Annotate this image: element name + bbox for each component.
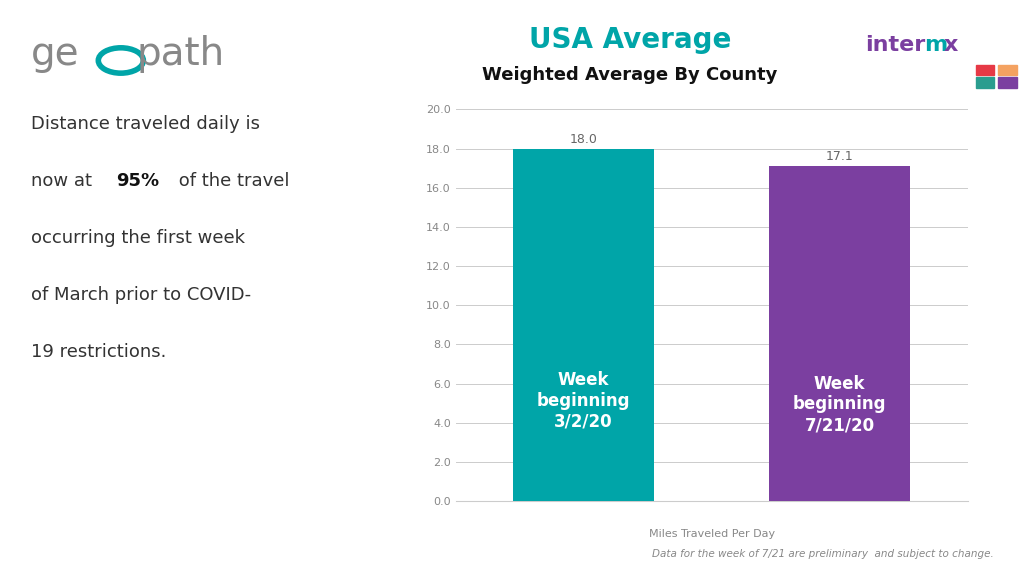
Bar [513,149,654,501]
Text: of the travel: of the travel [173,172,289,190]
Text: x: x [944,35,958,55]
Bar [769,166,910,501]
Text: Weighted Average By County: Weighted Average By County [482,66,777,84]
Text: m: m [924,35,947,55]
Text: now at: now at [31,172,97,190]
Text: 19 restrictions.: 19 restrictions. [31,343,166,361]
Text: Week
beginning
7/21/20: Week beginning 7/21/20 [793,374,887,434]
Text: Distance traveled daily is: Distance traveled daily is [31,115,260,133]
Text: 18.0: 18.0 [569,132,598,146]
Text: Miles Traveled Per Day: Miles Traveled Per Day [648,529,775,539]
Text: Week
beginning
3/2/20: Week beginning 3/2/20 [537,371,631,431]
Text: Data for the week of 7/21 are preliminary  and subject to change.: Data for the week of 7/21 are preliminar… [651,549,993,559]
Text: 17.1: 17.1 [825,150,854,164]
Text: USA Average: USA Average [528,26,731,54]
Text: ge: ge [31,35,79,73]
Text: path: path [136,35,224,73]
Text: of March prior to COVID-: of March prior to COVID- [31,286,251,304]
Text: 95%: 95% [117,172,160,190]
Text: inter: inter [865,35,926,55]
Text: occurring the first week: occurring the first week [31,229,245,247]
